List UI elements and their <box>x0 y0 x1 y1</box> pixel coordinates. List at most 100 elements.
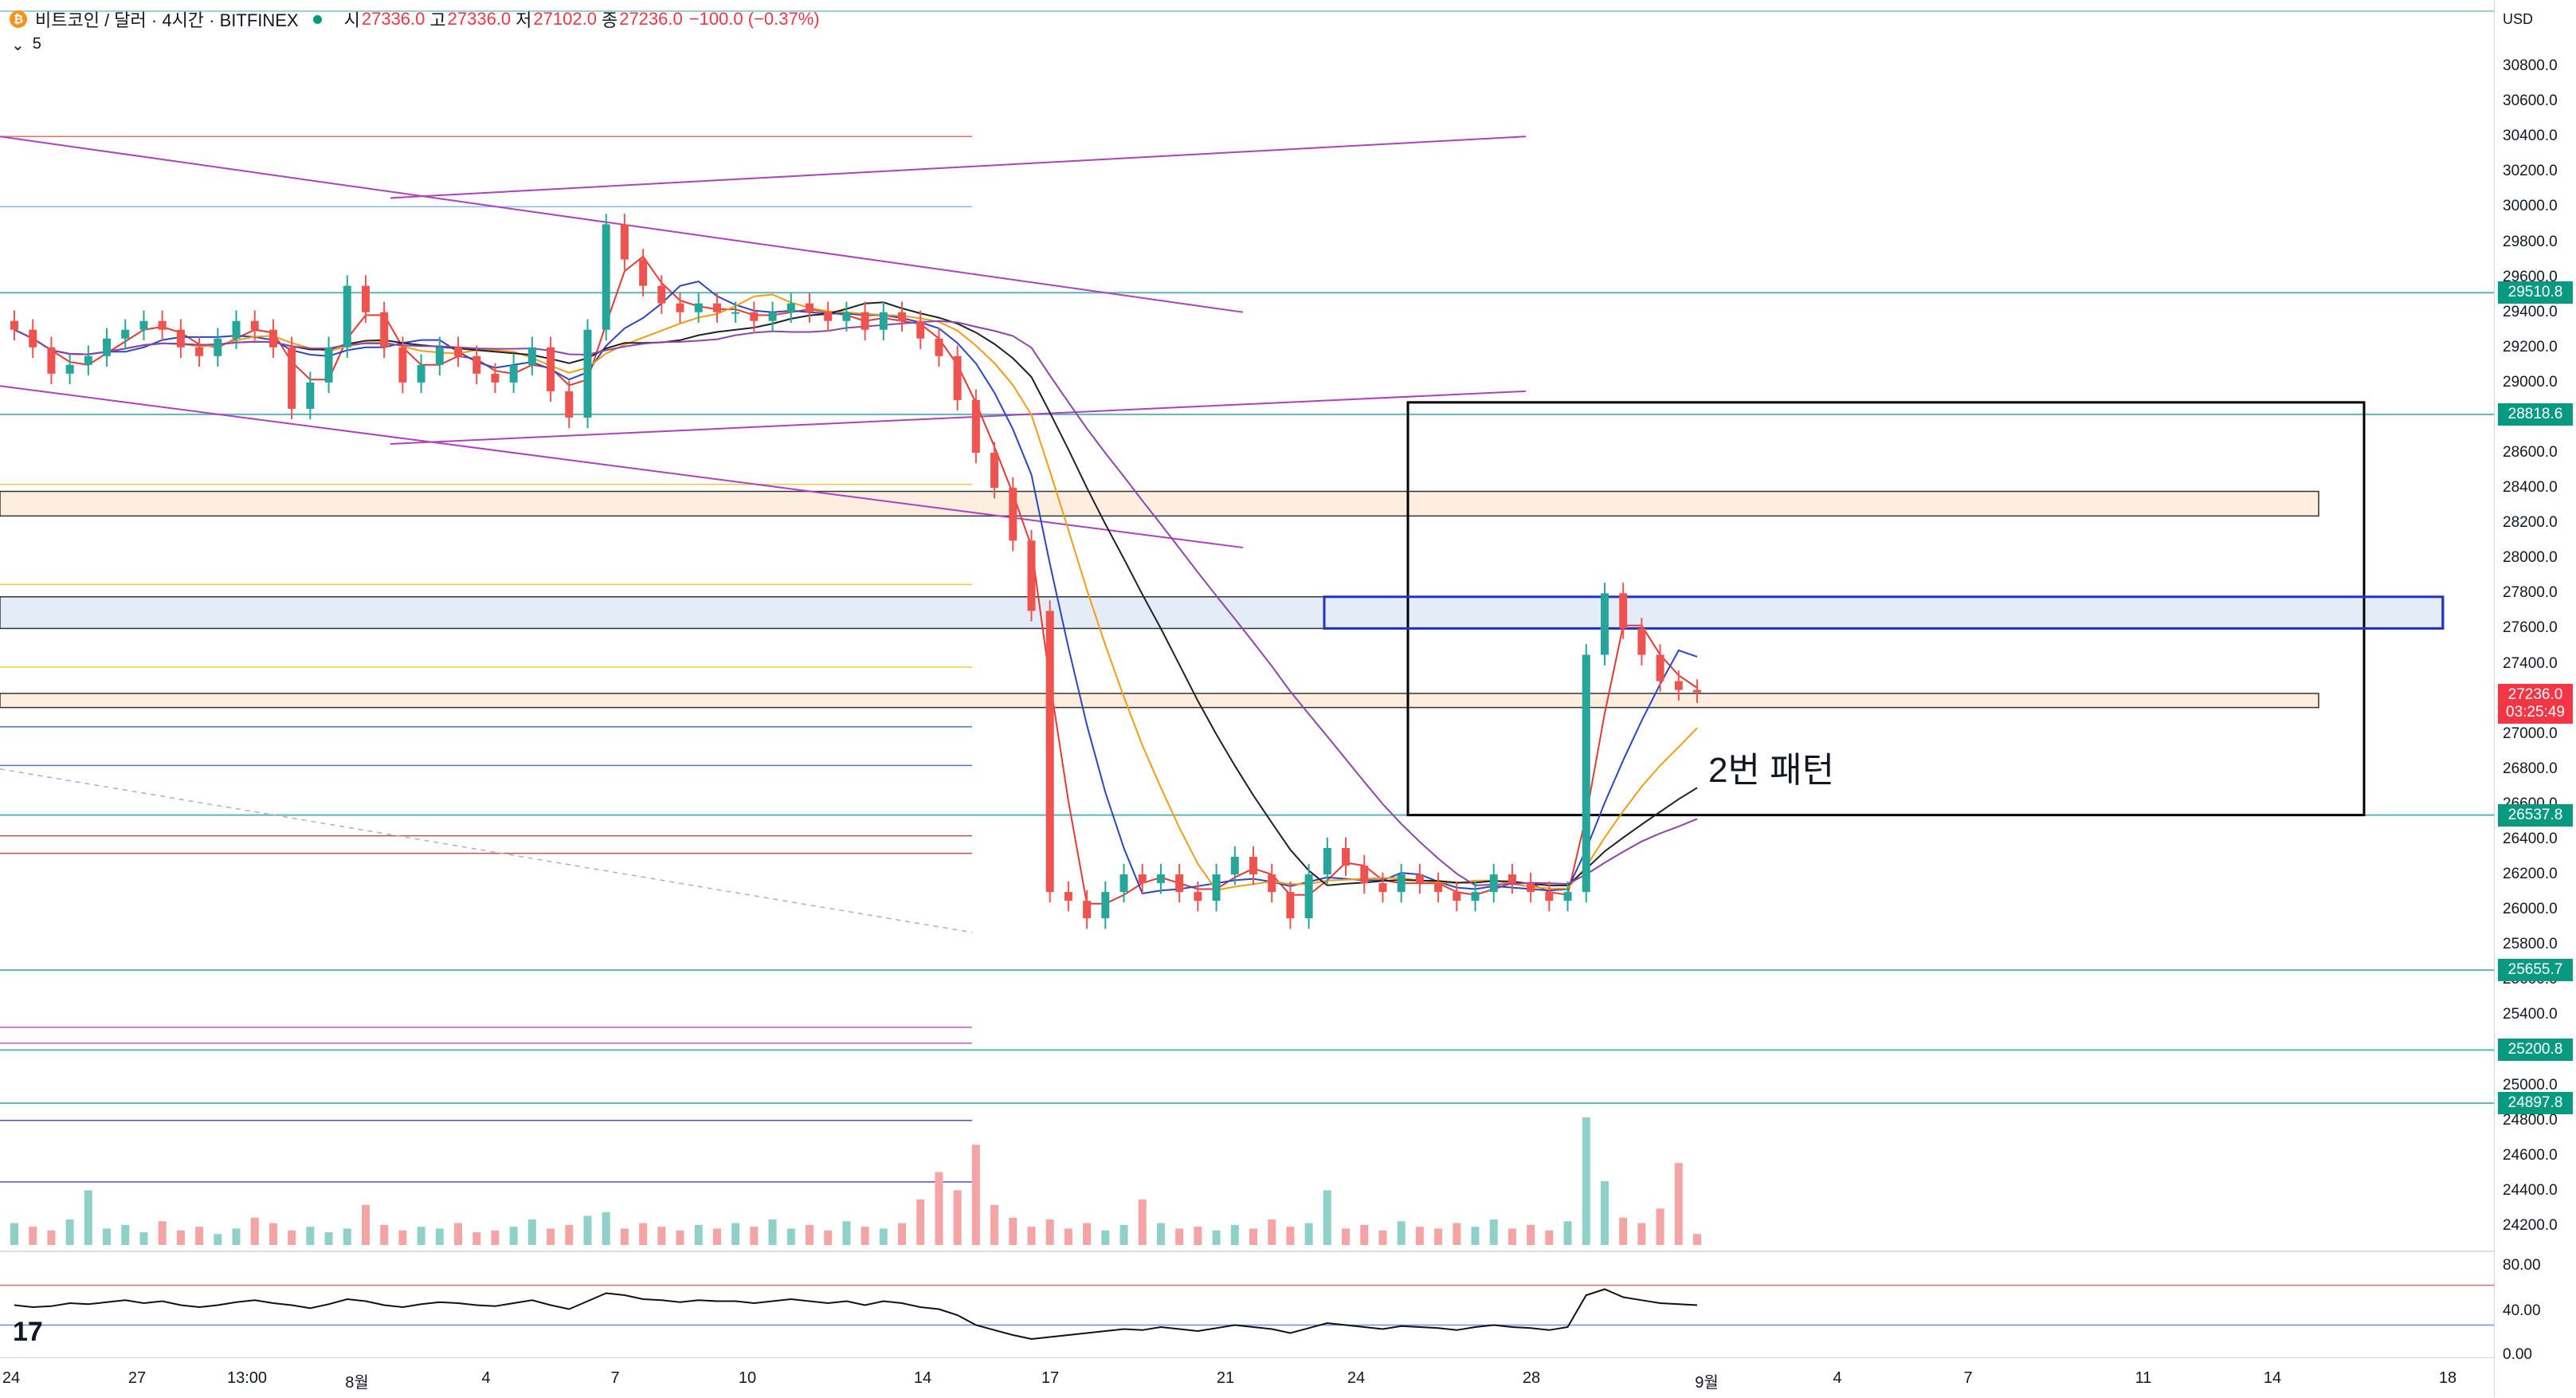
volume-bar <box>1656 1208 1664 1245</box>
open-label: 시 <box>343 10 360 30</box>
volume-bar <box>398 1230 407 1245</box>
volume-bar <box>1249 1228 1257 1245</box>
candle-body <box>898 312 907 321</box>
candle-body <box>750 312 759 321</box>
volume-bar <box>1434 1228 1443 1245</box>
blue-zone-box <box>1323 595 2445 630</box>
candle-body <box>1527 883 1535 893</box>
moving-average-line <box>14 255 1698 905</box>
candle-body <box>103 338 112 356</box>
volume-bar <box>639 1223 648 1245</box>
candle-body <box>1194 892 1202 901</box>
candle-body <box>65 364 74 374</box>
candle-body <box>879 312 888 330</box>
price-tick-label: 26200.0 <box>2503 866 2558 883</box>
candle-body <box>935 338 943 356</box>
currency-label[interactable]: USD <box>2503 11 2534 27</box>
rsi-tick-label: 40.00 <box>2503 1302 2541 1319</box>
candle-body <box>343 285 351 348</box>
time-tick-label: 9월 <box>1695 1374 1719 1392</box>
candle-body <box>1415 874 1424 884</box>
time-tick-label: 8월 <box>345 1374 369 1392</box>
volume-bar <box>343 1228 351 1245</box>
volume-bar <box>1101 1230 1110 1245</box>
price-tick-label: 25400.0 <box>2503 1006 2558 1023</box>
candle-body <box>121 329 130 339</box>
volume-bar <box>527 1219 536 1245</box>
time-axis[interactable]: 24 27 13:00 8월 4 7 10 14 17 21 24 28 9월 4 7 11 14 18 <box>0 1357 2494 1398</box>
price-tick-label: 30400.0 <box>2503 128 2558 145</box>
time-tick-label: 4 <box>1833 1369 1842 1387</box>
volume-bar <box>324 1232 333 1245</box>
candle-body <box>1045 611 1054 893</box>
volume-bar <box>935 1172 943 1245</box>
volume-bar <box>1674 1163 1683 1245</box>
candle-body <box>1027 540 1036 611</box>
rsi-line <box>14 1288 1698 1341</box>
level-price-tag: 28818.6 <box>2498 403 2573 426</box>
time-tick-label: 13:00 <box>226 1369 268 1387</box>
candle-body <box>1582 654 1590 893</box>
volume-bar <box>916 1199 925 1245</box>
candle-body <box>547 347 555 391</box>
price-axis[interactable]: USD 30800.0 30600.0 30400.0 30200.0 30000.0 2… <box>2494 0 2576 1397</box>
candle-body <box>657 285 666 304</box>
market-status-icon <box>312 14 322 24</box>
time-tick-label: 10 <box>738 1369 757 1387</box>
current-price-label: 27236.0 <box>2507 685 2563 703</box>
volume-bar <box>1489 1219 1498 1245</box>
candle-body <box>1138 874 1147 884</box>
price-tick-label: 29800.0 <box>2503 233 2558 250</box>
channel-line <box>0 385 1244 549</box>
indicator-row[interactable]: ⌄ 5 <box>11 35 41 55</box>
candle-body <box>1249 857 1257 875</box>
price-tick-label: 24800.0 <box>2503 1111 2558 1129</box>
candle-body <box>1212 874 1221 901</box>
chevron-down-icon[interactable]: ⌄ <box>11 37 25 54</box>
volume-bar <box>676 1230 684 1245</box>
candle-body <box>1119 874 1128 893</box>
close-value: 27236.0 <box>619 9 683 29</box>
price-zone <box>0 490 2319 517</box>
close-label: 종 <box>601 10 618 30</box>
price-tick-label: 25800.0 <box>2503 936 2558 953</box>
volume-bar <box>583 1215 592 1245</box>
candle-body <box>454 347 463 356</box>
time-tick-label: 14 <box>2263 1369 2282 1387</box>
candle-body <box>1101 892 1110 919</box>
price-tick-label: 28000.0 <box>2503 549 2558 567</box>
volume-bar <box>491 1230 500 1245</box>
volume-bar <box>1194 1227 1202 1245</box>
candle-body <box>602 224 610 330</box>
candle-body <box>47 347 56 374</box>
price-tick-label: 26000.0 <box>2503 901 2558 918</box>
volume-bar <box>1156 1223 1165 1245</box>
candle-body <box>509 364 518 383</box>
volume-bar <box>1453 1223 1461 1245</box>
candle-body <box>1489 874 1498 893</box>
price-tick-label: 24600.0 <box>2503 1146 2558 1164</box>
pattern-box <box>1406 401 2366 817</box>
candle-body <box>29 329 37 348</box>
open-value: 27336.0 <box>361 9 425 29</box>
candle-body <box>417 364 425 383</box>
low-label: 저 <box>516 10 532 30</box>
volume-bar <box>10 1223 18 1245</box>
volume-bar <box>750 1227 759 1245</box>
volume-bar <box>898 1223 907 1245</box>
candle-body <box>565 391 574 418</box>
candle-body <box>1009 488 1017 541</box>
price-tick-label: 28200.0 <box>2503 514 2558 532</box>
volume-bar <box>306 1227 315 1245</box>
price-tick-label: 27800.0 <box>2503 584 2558 602</box>
candle-body <box>1083 901 1092 919</box>
symbol-title[interactable]: 비트코인 / 달러 · 4시간 · BITFINEX <box>35 10 299 30</box>
high-label: 고 <box>429 10 446 30</box>
tradingview-logo-icon[interactable]: 17 <box>13 1317 43 1347</box>
volume-bar <box>454 1223 463 1245</box>
candle-body <box>731 312 740 314</box>
candle-body <box>971 399 980 454</box>
channel-line <box>390 135 1527 199</box>
volume-bar <box>380 1224 389 1245</box>
